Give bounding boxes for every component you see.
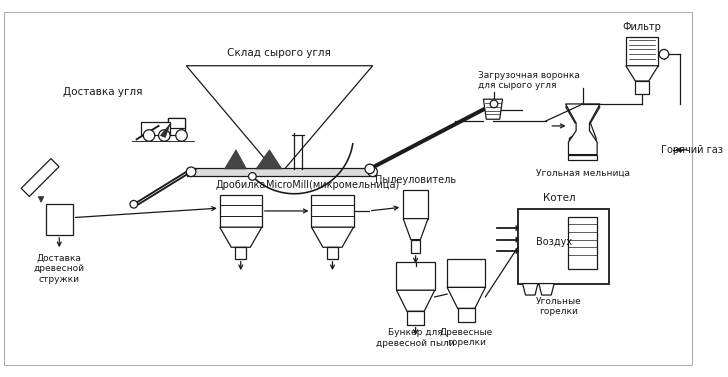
Polygon shape [220, 227, 262, 247]
Bar [569, 155, 597, 160]
Polygon shape [38, 197, 44, 202]
Text: Древесные
горелки: Древесные горелки [440, 328, 493, 347]
Polygon shape [403, 219, 428, 240]
Bar [403, 190, 428, 219]
Polygon shape [224, 150, 247, 169]
Circle shape [368, 167, 377, 176]
Text: Пылеуловитель: Пылеуловитель [375, 175, 456, 185]
Circle shape [175, 130, 187, 141]
Circle shape [365, 164, 374, 174]
Polygon shape [516, 225, 518, 231]
Text: Склад сырого угля: Склад сырого угля [227, 48, 331, 58]
Bar [220, 195, 262, 227]
Text: Горячий газ: Горячий газ [661, 145, 723, 155]
Circle shape [186, 167, 196, 176]
Polygon shape [186, 66, 373, 176]
Polygon shape [523, 284, 538, 295]
Text: Фильтр: Фильтр [622, 22, 662, 32]
Text: Бункер для
древесной пыли: Бункер для древесной пыли [376, 328, 455, 348]
Text: Загрузочная воронка
для сырого угля: Загрузочная воронка для сырого угля [478, 70, 579, 90]
Text: Угольные
горелки: Угольные горелки [536, 297, 582, 316]
Bar [141, 122, 170, 135]
Bar [407, 311, 424, 325]
Bar [312, 195, 354, 227]
Text: Дробилка: Дробилка [215, 180, 266, 190]
Text: Котел: Котел [542, 193, 575, 203]
Bar [168, 118, 186, 135]
Bar [327, 247, 339, 259]
Polygon shape [626, 66, 658, 81]
Bar [235, 247, 247, 259]
Polygon shape [539, 284, 554, 295]
Bar [447, 259, 486, 287]
Bar [636, 81, 649, 94]
Polygon shape [566, 104, 600, 155]
Polygon shape [21, 159, 59, 196]
Circle shape [159, 130, 170, 141]
Text: MicroMill(микромельница): MicroMill(микромельница) [266, 180, 399, 190]
Bar [626, 37, 658, 66]
Polygon shape [483, 99, 502, 119]
Bar [168, 118, 186, 128]
Polygon shape [160, 124, 170, 137]
Circle shape [490, 100, 498, 108]
Circle shape [143, 130, 155, 141]
Bar [518, 209, 609, 284]
Bar [397, 262, 435, 290]
Circle shape [660, 49, 669, 59]
Bar [411, 240, 420, 253]
Text: Доставка
древесной
стружки: Доставка древесной стружки [33, 254, 84, 284]
Polygon shape [566, 107, 600, 152]
Polygon shape [516, 237, 518, 242]
Text: Доставка угля: Доставка угля [63, 87, 143, 98]
Bar [187, 168, 376, 176]
Polygon shape [397, 290, 435, 311]
Polygon shape [256, 150, 282, 169]
Text: Воздух: Воздух [536, 238, 572, 247]
Circle shape [130, 201, 138, 208]
Bar [46, 204, 73, 235]
Bar [569, 217, 597, 269]
Polygon shape [447, 287, 486, 308]
Polygon shape [312, 227, 354, 247]
Polygon shape [516, 248, 518, 254]
Bar [458, 308, 475, 322]
Text: Угольная мельница: Угольная мельница [536, 169, 630, 178]
Circle shape [248, 173, 256, 180]
